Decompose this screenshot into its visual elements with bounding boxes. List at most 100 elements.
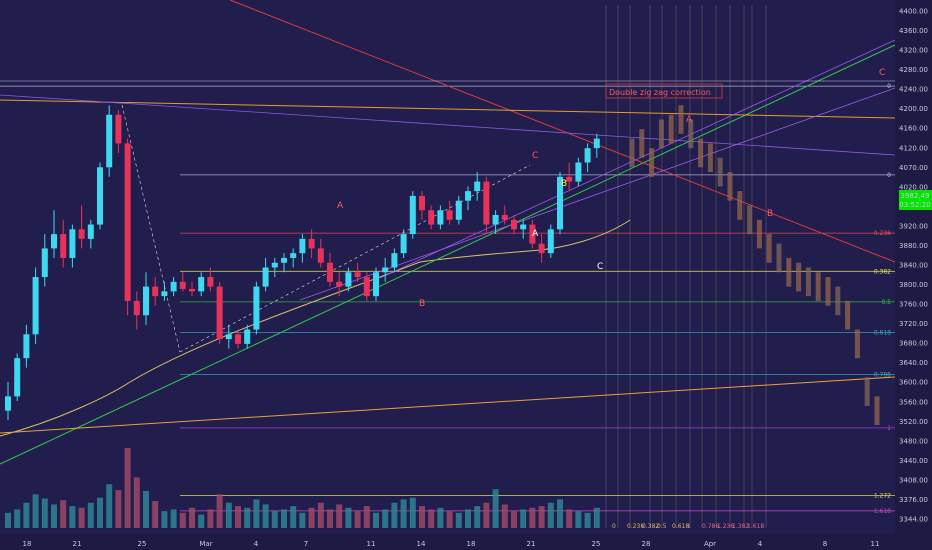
wave-label: C	[879, 68, 885, 78]
time-tick-label: Mar	[199, 540, 212, 548]
price-tick-label: 3480.00	[899, 437, 928, 445]
candle-body	[143, 286, 149, 316]
volume-bar	[124, 448, 131, 528]
candle-body	[547, 229, 554, 254]
candle-body	[124, 143, 131, 301]
wave-label: C	[532, 151, 538, 161]
volume-bar	[97, 497, 103, 528]
fib-level-label: 1	[887, 425, 891, 432]
candle-body	[106, 114, 113, 168]
candle-body	[382, 267, 389, 273]
projected-candle	[688, 119, 694, 149]
volume-bar	[400, 499, 407, 528]
time-fib-label: 0	[612, 523, 616, 530]
candle-body	[41, 248, 48, 278]
volume-bar	[584, 512, 591, 528]
price-tick-label: 3344.00	[899, 516, 928, 524]
channel-upper	[379, 39, 896, 279]
volume-bar	[336, 504, 343, 528]
projected-candle	[658, 119, 664, 149]
volume-bar	[363, 506, 370, 528]
price-tick-label: 4320.00	[899, 47, 928, 55]
fib-level-label: 0.382	[874, 268, 891, 275]
price-tick-label: 4400.00	[899, 8, 928, 16]
candle-body	[244, 329, 251, 344]
time-tick-label: 25	[138, 540, 147, 548]
candle-body	[97, 167, 103, 225]
time-tick-label: 21	[527, 540, 536, 548]
current-price-value: 3982.49	[901, 192, 930, 200]
price-tick-label: 4280.00	[899, 66, 928, 74]
projected-candle	[796, 262, 802, 292]
volume-bar	[225, 502, 232, 528]
time-tick-label: Apr	[704, 540, 716, 548]
candle-body	[317, 248, 324, 263]
time-fib-label: 1	[687, 523, 691, 530]
time-tick-label: 7	[304, 540, 308, 548]
candle-body	[584, 148, 591, 163]
candle-body	[354, 272, 361, 278]
candle-body	[391, 253, 398, 268]
volume-bar	[41, 498, 48, 528]
candle-body	[336, 281, 343, 287]
wave-label: B	[767, 209, 773, 219]
volume-bar	[483, 502, 490, 528]
time-fib-label: 1.382	[732, 523, 749, 530]
volume-bar	[143, 490, 149, 528]
projected-candle	[756, 219, 762, 249]
candle-body	[455, 200, 462, 220]
candle-body	[299, 238, 306, 254]
candle-body	[198, 277, 205, 292]
projected-candle	[698, 138, 704, 168]
projected-candle	[629, 138, 635, 168]
wave-label: A	[686, 115, 693, 125]
candle-body	[492, 215, 499, 225]
price-tick-label: 3440.00	[899, 457, 928, 465]
volume-bar	[428, 509, 435, 528]
candle-body	[529, 224, 536, 244]
volume-bar	[501, 504, 508, 528]
price-tick-label: 3840.00	[899, 262, 928, 270]
candle-body	[60, 234, 67, 258]
projected-candle	[874, 396, 880, 425]
volume-bar	[290, 506, 297, 528]
candle-body	[115, 114, 122, 144]
candle-body	[557, 176, 563, 230]
volume-bar	[308, 507, 315, 528]
candle-body	[593, 138, 600, 149]
trendline-purple	[0, 94, 896, 156]
candle-body	[520, 224, 527, 230]
projected-candle	[737, 191, 743, 220]
projected-candle	[727, 172, 733, 201]
time-tick-label: 25	[592, 540, 601, 548]
price-tick-label: 4360.00	[899, 27, 928, 35]
volume-bar	[23, 502, 30, 528]
time-tick-label: 18	[23, 540, 32, 548]
projected-candle	[776, 243, 782, 273]
time-fib-label: 0.236	[627, 523, 644, 530]
projected-candle	[668, 114, 674, 144]
candle-body	[575, 162, 582, 182]
price-tick-label: 3920.00	[899, 222, 928, 230]
candle-body	[69, 229, 76, 258]
volume-bar	[446, 511, 453, 528]
volume-bar	[547, 502, 554, 528]
time-tick-label: 4	[254, 540, 259, 548]
volume-bar	[189, 507, 195, 528]
time-tick-label: 28	[642, 540, 651, 548]
projected-candle	[707, 143, 713, 173]
candle-body	[474, 181, 481, 192]
volume-bar	[161, 511, 168, 528]
candle-body	[409, 195, 416, 235]
candle-body	[566, 176, 573, 182]
candle-body	[32, 277, 39, 335]
time-fib-label: 0.382	[642, 523, 659, 530]
fib-extension-label: 1.618	[874, 508, 891, 515]
time-fib-label: 1.618	[747, 523, 764, 530]
volume-bar	[299, 512, 306, 528]
candle-body	[345, 272, 352, 287]
trendline-red	[229, 0, 896, 263]
fib-level-label: 0.786	[874, 371, 891, 378]
current-price-countdown: 03:52:20	[899, 201, 930, 209]
